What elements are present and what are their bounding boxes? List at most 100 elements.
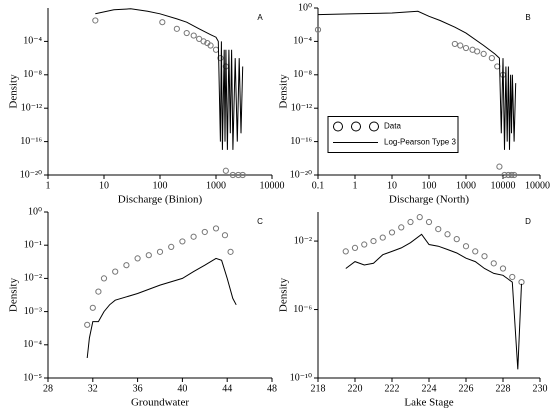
data-point — [201, 228, 208, 236]
y-tick-label: 10⁻⁴ — [293, 36, 312, 47]
legend-box — [327, 116, 459, 153]
data-point — [425, 218, 433, 226]
data-point — [361, 241, 368, 248]
legend-marker — [369, 121, 379, 132]
data-point — [351, 244, 359, 251]
x-tick-label: 44 — [222, 383, 232, 394]
data-point — [212, 225, 220, 232]
panel-letter: A — [257, 13, 263, 22]
fitted-line — [95, 8, 244, 150]
x-tick-label: 48 — [267, 383, 277, 394]
y-axis-label: Density — [8, 277, 20, 312]
y-tick-label: 10⁻² — [294, 235, 312, 246]
data-point — [112, 268, 119, 275]
x-tick-label: 1000 — [206, 180, 226, 191]
x-tick-label: 226 — [459, 383, 474, 394]
y-tick-label: 10⁻¹⁶ — [290, 136, 312, 147]
data-point — [435, 226, 442, 233]
x-tick-label: 36 — [133, 383, 143, 394]
data-point — [221, 232, 229, 239]
legend-marker — [351, 121, 361, 132]
data-point — [488, 55, 495, 62]
data-point — [227, 248, 234, 255]
data-point — [398, 224, 405, 231]
x-tick-label: 1000 — [456, 180, 476, 191]
data-point — [314, 26, 322, 33]
x-tick-label: 10000 — [260, 180, 285, 191]
y-tick-label: 10⁻⁸ — [293, 69, 312, 80]
data-point — [509, 273, 516, 281]
y-tick-label: 10⁻² — [24, 273, 42, 284]
y-tick-label: 10⁻¹⁶ — [20, 136, 42, 147]
y-tick-label: 10⁻⁴ — [23, 339, 42, 350]
data-point — [407, 218, 414, 226]
data-point — [134, 255, 141, 262]
x-tick-label: 218 — [311, 383, 326, 394]
data-point — [179, 238, 186, 245]
data-point — [505, 171, 512, 179]
x-tick-label: 100000 — [525, 180, 550, 191]
x-tick-label: 224 — [422, 383, 437, 394]
x-axis-label: Discharge (North) — [389, 194, 469, 206]
panel-letter: B — [525, 13, 530, 22]
x-tick-label: 0.1 — [312, 180, 325, 191]
data-point — [499, 265, 507, 272]
data-point — [462, 44, 470, 52]
y-tick-label: 10⁰ — [298, 2, 312, 13]
x-tick-label: 228 — [496, 383, 511, 394]
data-point — [457, 42, 464, 49]
data-point — [222, 167, 229, 174]
data-point — [100, 275, 108, 282]
x-axis-label: Groundwater — [131, 397, 189, 409]
data-point — [379, 234, 386, 241]
y-tick-label: 10⁻¹² — [291, 102, 312, 113]
y-axis-label: Density — [278, 74, 290, 109]
data-point — [501, 171, 508, 179]
x-tick-label: 10000 — [491, 180, 516, 191]
legend-label: Log-Pearson Type 3 — [384, 138, 456, 147]
data-point — [89, 304, 96, 311]
data-point — [342, 248, 349, 255]
y-tick-label: 10⁻²⁰ — [20, 169, 42, 180]
x-axis-label: Discharge (Binion) — [118, 194, 203, 206]
data-point — [451, 40, 458, 48]
data-point — [388, 229, 396, 236]
fitted-line — [345, 233, 522, 370]
y-tick-label: 10⁻²⁰ — [290, 169, 312, 180]
fitted-line — [317, 10, 517, 150]
data-point — [159, 19, 166, 26]
y-axis-label: Density — [278, 277, 290, 312]
data-point — [95, 288, 102, 295]
x-tick-label: 222 — [385, 383, 400, 394]
data-point — [196, 35, 203, 42]
panel-letter: C — [257, 217, 263, 226]
y-tick-label: 10⁻⁸ — [23, 69, 42, 80]
data-point — [190, 32, 197, 39]
data-point — [217, 55, 224, 62]
data-point — [416, 214, 423, 221]
y-tick-label: 10⁻⁴ — [23, 36, 42, 47]
y-tick-label: 10⁻¹² — [21, 102, 42, 113]
x-tick-label: 40 — [177, 383, 187, 394]
x-tick-label: 220 — [348, 383, 363, 394]
data-point — [481, 253, 488, 260]
y-tick-label: 10⁻¹ — [24, 239, 42, 250]
data-point — [84, 321, 91, 328]
data-point — [168, 243, 175, 250]
data-point — [123, 262, 130, 269]
data-point — [92, 17, 99, 24]
data-point — [444, 231, 451, 238]
data-point — [496, 163, 503, 170]
data-point — [474, 48, 481, 55]
data-point — [453, 236, 460, 243]
y-tick-label: 10⁻¹⁰ — [290, 372, 312, 383]
data-point — [145, 252, 152, 259]
data-point — [183, 29, 190, 37]
x-tick-label: 1 — [353, 180, 358, 191]
data-point — [472, 248, 479, 255]
data-point — [239, 171, 246, 179]
legend-marker — [333, 121, 343, 132]
y-axis-label: Density — [8, 74, 20, 109]
x-tick-label: 230 — [533, 383, 548, 394]
